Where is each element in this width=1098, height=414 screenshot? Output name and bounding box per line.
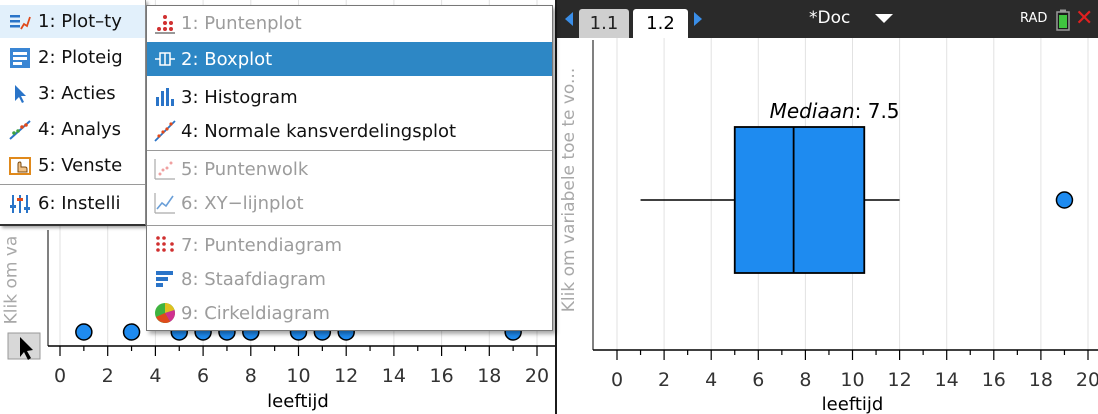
median-annotation-value: : 7.5 — [855, 99, 900, 123]
x-tick-label: 16 — [982, 369, 1006, 391]
left-x-axis-title: leeftijd — [267, 391, 329, 412]
cursor-tile — [7, 332, 41, 360]
window-zoom-icon — [9, 156, 31, 175]
submenu-separator — [147, 225, 552, 226]
main-menu: 1: Plot–ty 2: Ploteig 3: Acties 4: Analy… — [0, 0, 146, 226]
median-annotation-label: Mediaan — [770, 99, 855, 123]
menu-item-actions[interactable]: 3: Acties — [0, 77, 145, 110]
right-y-axis-label[interactable]: Klik om variabele toe te vo... — [559, 67, 580, 313]
left-x-tick-label: 4 — [149, 365, 161, 387]
plot-properties-icon — [10, 47, 30, 68]
tab-scroll-left-icon[interactable] — [565, 12, 573, 26]
submenu-item-bar-chart[interactable]: 8: Staafdiagram — [147, 262, 552, 296]
scatter-plot-icon — [154, 159, 175, 180]
left-x-tick-label: 12 — [334, 365, 358, 387]
right-plot-pane[interactable]: 0 2 4 6 8 10 12 14 16 18 20 leeftijd Mediaan: 7.5 Kl… — [557, 0, 1098, 414]
left-data-point — [75, 323, 93, 341]
submenu-item-scatter-plot[interactable]: 5: Puntenwolk — [147, 152, 552, 186]
outlier-point — [1055, 191, 1074, 209]
submenu-item-dot-plot[interactable]: 1: Puntenplot — [147, 6, 552, 40]
x-tick-label: 14 — [935, 369, 959, 391]
document-menu-caret-icon[interactable] — [875, 14, 893, 23]
menu-item-plot-properties[interactable]: 2: Ploteig — [0, 41, 145, 74]
close-icon[interactable]: ✕ — [1075, 6, 1094, 31]
x-axis-title: leeftijd — [822, 394, 884, 414]
left-x-tick-label: 6 — [197, 365, 209, 387]
x-tick-label: 12 — [888, 369, 912, 391]
bar-chart-icon — [156, 271, 173, 287]
left-x-tick-label: 14 — [382, 365, 406, 387]
plot-type-submenu: 1: Puntenplot 2: Boxplot 3: Histogram 4:… — [146, 5, 553, 331]
document-header: 1.1 1.2 *Doc RAD ✕ — [557, 0, 1098, 38]
submenu-item-xy-line-plot[interactable]: 6: XY−lijnplot — [147, 186, 552, 220]
median-annotation: Mediaan: 7.5 — [770, 99, 900, 123]
battery-icon — [1056, 9, 1070, 31]
tab-page-1-2[interactable]: 1.2 — [633, 9, 688, 38]
menu-item-analyze[interactable]: 4: Analys — [0, 113, 145, 146]
left-data-point — [122, 323, 141, 341]
x-tick-label: 4 — [705, 369, 717, 391]
left-x-tick-label: 0 — [54, 365, 66, 387]
submenu-item-dot-chart[interactable]: 7: Puntendiagram — [147, 228, 552, 262]
x-tick-label: 0 — [611, 369, 623, 391]
menu-item-plot-type[interactable]: 1: Plot–ty — [0, 5, 145, 38]
submenu-item-pie-chart[interactable]: 9: Cirkeldiagram — [147, 296, 552, 330]
submenu-separator — [147, 150, 552, 151]
document-title[interactable]: *Doc — [809, 8, 851, 28]
normal-probability-plot-icon — [154, 120, 176, 142]
main-menu-separator — [0, 184, 145, 185]
box-plot-icon — [155, 52, 175, 66]
mouse-cursor-icon — [20, 337, 33, 360]
tab-page-1-1[interactable]: 1.1 — [579, 9, 629, 38]
box-plot-chart: 0 2 4 6 8 10 12 14 16 18 20 leeftijd Mediaan: 7.5 — [592, 38, 1098, 414]
submenu-item-box-plot[interactable]: 2: Boxplot — [147, 42, 552, 76]
submenu-item-normal-probability-plot[interactable]: 4: Normale kansverdelingsplot — [147, 114, 552, 148]
pane-divider — [555, 0, 558, 414]
submenu-item-histogram[interactable]: 3: Histogram — [147, 80, 552, 114]
x-tick-label: 18 — [1029, 369, 1053, 391]
x-tick-label: 2 — [658, 369, 670, 391]
interquartile-box — [733, 126, 866, 274]
x-tick-label: 6 — [752, 369, 764, 391]
xy-line-plot-icon — [154, 193, 175, 214]
tab-scroll-right-icon[interactable] — [694, 12, 702, 26]
x-tick-label: 20 — [1076, 369, 1098, 391]
left-x-tick-label: 18 — [477, 365, 501, 387]
histogram-icon — [156, 88, 174, 106]
x-tick-label: 8 — [799, 369, 811, 391]
left-x-tick-label: 8 — [245, 365, 257, 387]
dot-plot-icon — [155, 15, 175, 34]
actions-cursor-icon — [15, 84, 26, 103]
angle-mode-indicator: RAD — [1020, 11, 1048, 26]
menu-item-settings[interactable]: 6: Instelli — [0, 187, 145, 220]
left-x-tick-label: 2 — [102, 365, 114, 387]
left-x-tick-label: 16 — [430, 365, 454, 387]
menu-item-window-zoom[interactable]: 5: Venste — [0, 149, 145, 182]
left-x-tick-label: 10 — [286, 365, 310, 387]
settings-sliders-icon — [10, 194, 30, 213]
dot-chart-icon — [156, 236, 174, 252]
plot-type-icon — [10, 14, 31, 29]
analyze-icon — [9, 119, 31, 140]
left-x-tick-label: 20 — [525, 365, 549, 387]
pie-chart-icon — [155, 303, 175, 323]
x-tick-label: 10 — [840, 369, 864, 391]
